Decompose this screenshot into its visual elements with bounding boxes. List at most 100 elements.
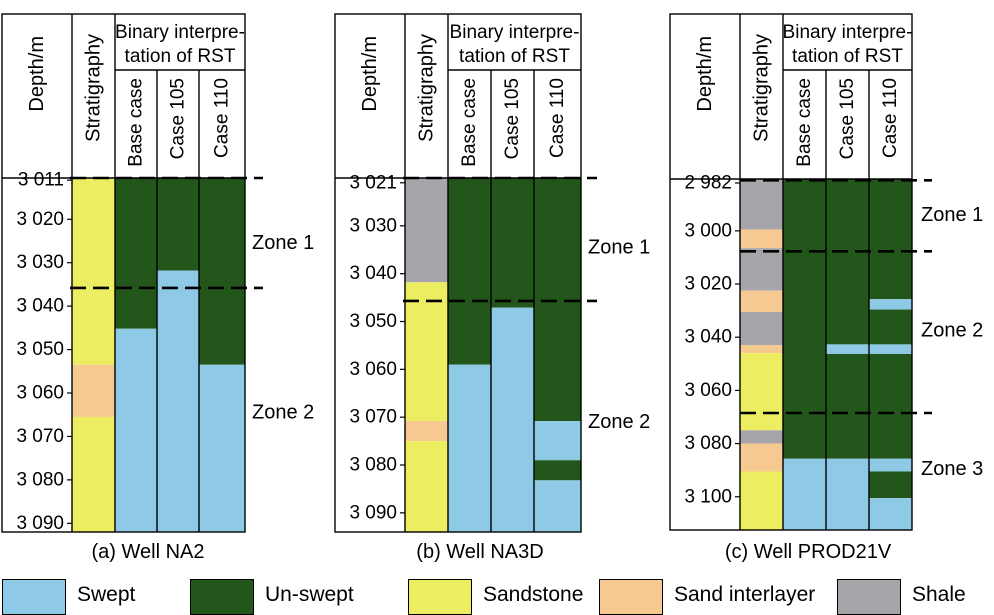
- legend-swatch-shale: [837, 579, 901, 615]
- stratigraphy-layer: [405, 421, 448, 442]
- depth-tick-label: 3 050: [16, 339, 64, 360]
- case-segment: [869, 344, 912, 354]
- case-segment: [826, 458, 869, 530]
- zone-label: Zone 2: [588, 411, 650, 433]
- depth-tick-label: 3 090: [349, 502, 397, 523]
- binary-header-line1: Binary interpre-: [115, 22, 245, 43]
- well-caption: (c) Well PROD21V: [725, 541, 892, 563]
- depth-tick-label: 3 060: [684, 380, 732, 401]
- well-panel: Depth/m Stratigraphy Binary interpre-tatio…: [334, 13, 650, 563]
- case-segment: [115, 178, 157, 329]
- case-segment: [869, 179, 912, 300]
- legend-label-sand-interlayer: Sand interlayer: [674, 583, 816, 606]
- case-header: Base case: [459, 78, 480, 167]
- case-header: Base case: [794, 78, 815, 167]
- stratigraphy-layer: [740, 248, 783, 291]
- case-segment: [826, 353, 869, 459]
- depth-tick-label: 3 080: [684, 433, 732, 454]
- binary-header-line2: tation of RST: [125, 46, 236, 67]
- zone-label: Zone 1: [252, 232, 314, 254]
- stratigraphy-layer: [740, 443, 783, 472]
- stratigraphy-layer: [72, 178, 115, 365]
- depth-tick-label: 3 040: [684, 327, 732, 348]
- legend-swatch-sandstone: [408, 579, 472, 615]
- case-segment: [157, 178, 199, 271]
- legend-label-swept: Swept: [77, 583, 136, 606]
- depth-tick-label: 3 060: [349, 359, 397, 380]
- stratigraphy-layer: [72, 416, 115, 532]
- case-segment: [869, 498, 912, 530]
- case-header: Case 110: [212, 78, 233, 158]
- zone-label: Zone 3: [921, 458, 983, 480]
- zone-label: Zone 2: [921, 320, 983, 342]
- depth-tick-label: 3 020: [16, 209, 64, 230]
- case-segment: [448, 364, 491, 532]
- panel-frame: [1, 13, 246, 533]
- stratigraphy-header: Stratigraphy: [83, 34, 105, 142]
- case-segment: [157, 270, 199, 532]
- depth-tick-label: 3 040: [16, 296, 64, 317]
- case-segment: [199, 364, 245, 532]
- stratigraphy-layer: [740, 353, 783, 431]
- depth-tick-label: 3 070: [349, 407, 397, 428]
- case-header: Case 105: [168, 78, 189, 159]
- case-segment: [448, 178, 491, 365]
- legend-swatch-unswept: [190, 579, 254, 615]
- depth-tick-label: 3 011: [18, 170, 64, 191]
- depth-header: Depth/m: [359, 36, 381, 112]
- depth-tick-label: 3 040: [349, 263, 397, 284]
- stratigraphy-layer: [405, 282, 448, 422]
- stratigraphy-layer: [740, 179, 783, 230]
- well-caption: (b) Well NA3D: [416, 541, 543, 563]
- stratigraphy-layer: [740, 345, 783, 354]
- stratigraphy-layer: [740, 471, 783, 530]
- legend-swatch-swept: [2, 579, 66, 615]
- stratigraphy-layer: [740, 229, 783, 249]
- depth-tick-label: 3 030: [16, 252, 64, 273]
- well-panel: Depth/m Stratigraphy Binary interpre-tatio…: [1, 13, 314, 563]
- case-segment: [869, 299, 912, 310]
- depth-tick-label: 3 021: [349, 172, 397, 193]
- panel-frame: [334, 13, 582, 533]
- case-segment: [869, 309, 912, 345]
- legend-swatch-sand-interlayer: [599, 579, 663, 615]
- case-segment: [491, 307, 534, 532]
- stratigraphy-header: Stratigraphy: [416, 34, 438, 142]
- case-segment: [534, 460, 581, 481]
- panel-frame: [669, 13, 913, 531]
- legend-label-sandstone: Sandstone: [483, 583, 584, 606]
- depth-tick-label: 3 030: [349, 215, 397, 236]
- case-segment: [869, 471, 912, 499]
- case-header: Case 110: [547, 78, 568, 158]
- case-segment: [783, 179, 826, 459]
- zone-label: Zone 1: [921, 204, 983, 226]
- depth-tick-label: 3 080: [16, 469, 64, 490]
- legend: Swept Un-swept Sandstone Sand interlayer…: [0, 565, 994, 615]
- binary-header-line1: Binary interpre-: [450, 22, 580, 43]
- depth-tick-label: 3 000: [684, 220, 732, 241]
- depth-tick-label: 3 090: [16, 513, 64, 534]
- legend-label-unswept: Un-swept: [265, 583, 354, 606]
- case-segment: [115, 328, 157, 532]
- case-segment: [826, 179, 869, 345]
- depth-tick-label: 3 100: [684, 486, 732, 507]
- well-panel: Depth/m Stratigraphy Binary interpre-tatio…: [669, 13, 983, 563]
- depth-header: Depth/m: [26, 36, 48, 112]
- stratigraphy-layer: [405, 178, 448, 283]
- binary-header-line2: tation of RST: [792, 46, 903, 67]
- stratigraphy-header: Stratigraphy: [751, 34, 773, 142]
- depth-tick-label: 2 982: [684, 172, 732, 193]
- zone-label: Zone 1: [588, 236, 650, 258]
- stratigraphy-layer: [405, 441, 448, 532]
- case-segment: [491, 178, 534, 308]
- depth-tick-label: 3 080: [349, 455, 397, 476]
- zone-label: Zone 2: [252, 402, 314, 424]
- case-segment: [826, 344, 869, 354]
- case-header: Case 110: [880, 78, 901, 158]
- case-header: Base case: [126, 78, 147, 167]
- case-segment: [869, 458, 912, 472]
- case-segment: [869, 353, 912, 459]
- case-segment: [534, 421, 581, 461]
- case-header: Case 105: [837, 78, 858, 159]
